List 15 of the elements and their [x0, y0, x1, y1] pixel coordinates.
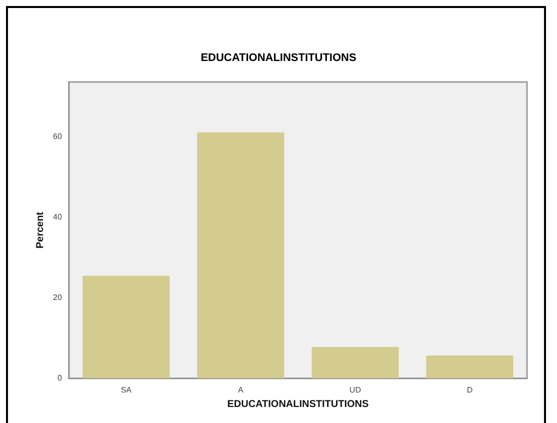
bar [82, 276, 170, 378]
x-tick-label: A [238, 385, 244, 394]
x-tick-label: D [466, 385, 473, 394]
bar [426, 355, 514, 378]
bar [312, 346, 399, 378]
chart-title: EDUCATIONALINSTITUTIONS [200, 52, 358, 64]
y-tick-label: 20 [52, 293, 62, 302]
y-tick-label: 60 [52, 132, 62, 141]
x-tick-label: UD [349, 385, 362, 394]
x-axis-title: EDUCATIONALINSTITUTIONS [227, 398, 370, 410]
x-tick-label: SA [120, 385, 132, 394]
bar [197, 132, 284, 378]
y-tick-label: 40 [52, 212, 62, 222]
y-axis-title: Percent [34, 211, 46, 249]
y-tick-label: 0 [57, 374, 62, 383]
